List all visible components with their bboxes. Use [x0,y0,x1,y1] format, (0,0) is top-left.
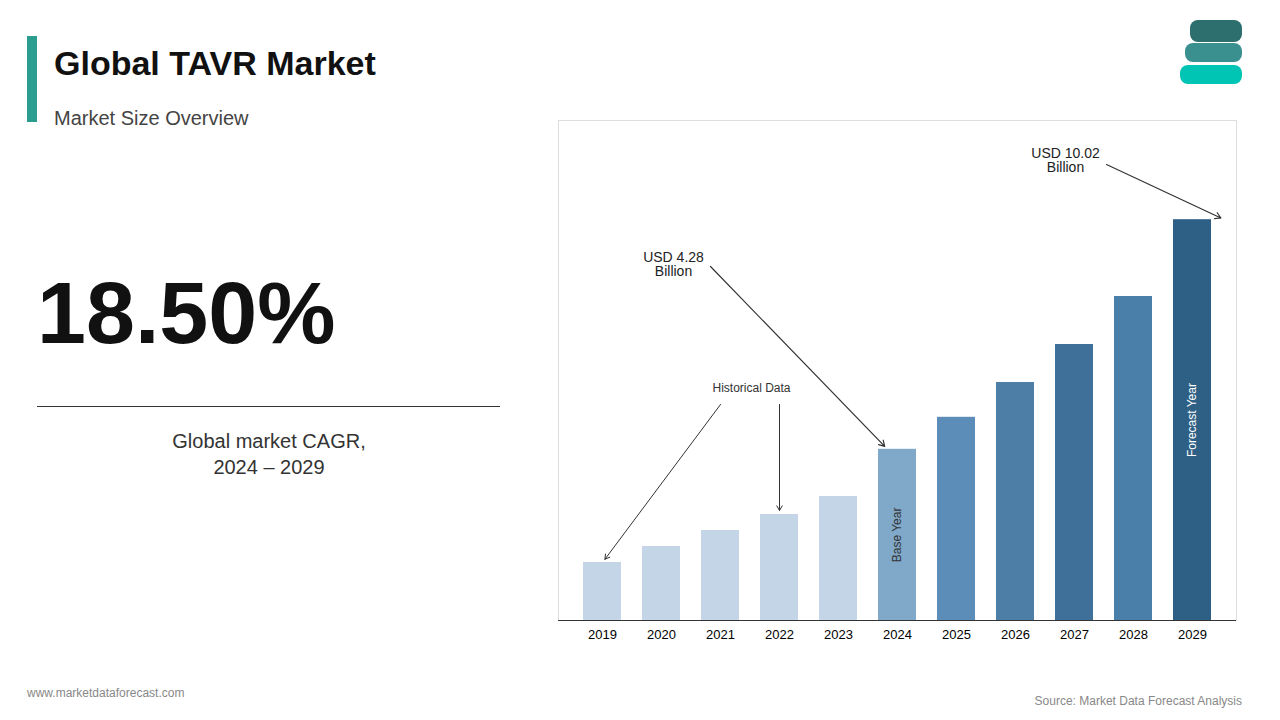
html-text:www.marketdataforecast.com: www.marketdataforecast.com [27,686,185,700]
svg-text:2026: 2026 [1001,627,1030,642]
svg-text:Forecast Year: Forecast Year [1185,383,1199,457]
svg-text:USD 10.02Billion: USD 10.02Billion [1031,145,1100,175]
svg-text:2025: 2025 [942,627,971,642]
svg-text:2021: 2021 [706,627,735,642]
svg-text:2022: 2022 [765,627,794,642]
svg-text:USD 4.28Billion: USD 4.28Billion [643,249,704,279]
svg-text:Historical Data: Historical Data [712,381,790,395]
svg-text:2020: 2020 [647,627,676,642]
svg-text:2029: 2029 [1178,627,1207,642]
svg-text:2027: 2027 [1060,627,1089,642]
html-text:Source: Market Data Forecast A: Source: Market Data Forecast Analysis [1034,694,1242,708]
svg-text:2019: 2019 [588,627,617,642]
html-text:18.50%: 18.50% [37,263,336,362]
svg-text:2028: 2028 [1119,627,1148,642]
svg-text:2023: 2023 [824,627,853,642]
html-text:Global market CAGR, 2024 – 202: Global market CAGR, 2024 – 2029 [172,430,366,478]
html-text:Market Size Overview: Market Size Overview [54,107,249,129]
html-text:Global TAVR Market: Global TAVR Market [54,44,376,82]
svg-text:Base Year: Base Year [890,508,904,563]
svg-text:2024: 2024 [883,627,912,642]
